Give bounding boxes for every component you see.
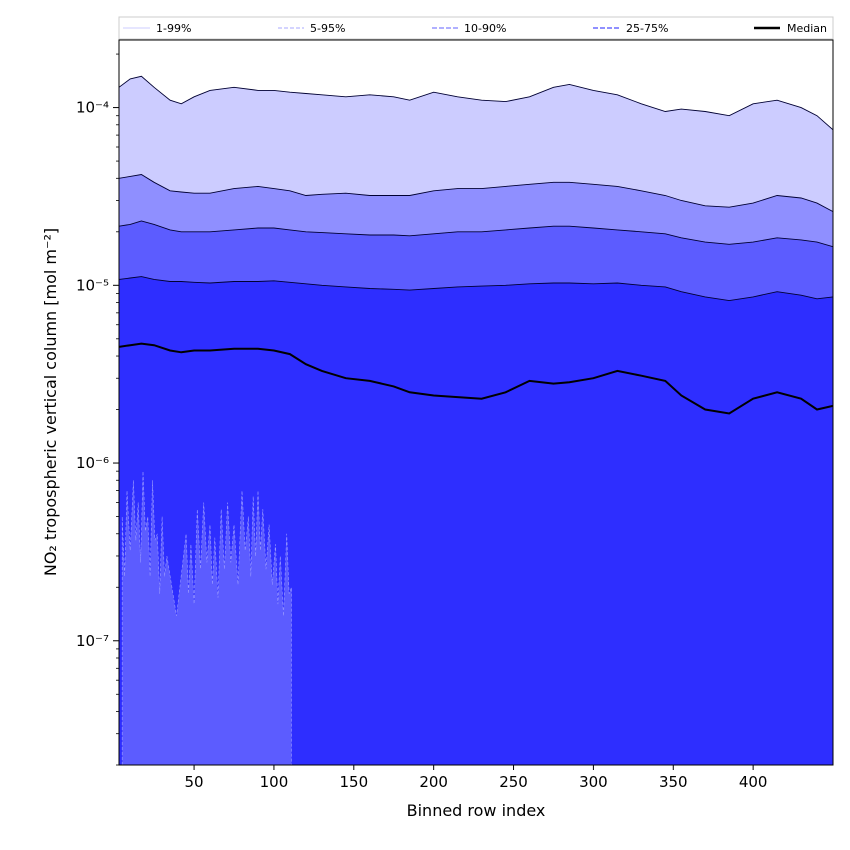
legend-label-25-75: 25-75%	[626, 22, 668, 35]
band-5-95-line	[119, 174, 833, 212]
legend-box	[118, 16, 834, 40]
y-tick-label: 10⁻⁴	[76, 99, 109, 117]
lower-spikes-area	[121, 471, 292, 765]
x-tick-label: 400	[739, 773, 768, 791]
y-tick-label: 10⁻⁵	[76, 276, 109, 294]
y-tick-label: 10⁻⁷	[76, 632, 109, 650]
x-tick-label: 100	[260, 773, 289, 791]
x-tick-label: 250	[499, 773, 528, 791]
legend: 1-99% 5-95% 10-90% 25-75% Median	[118, 16, 834, 40]
lower-percentile-spikes	[121, 471, 292, 765]
legend-label-1-99: 1-99%	[156, 22, 191, 35]
x-tick-label: 300	[579, 773, 608, 791]
percentile-bands	[119, 40, 833, 765]
median-layer	[119, 342, 833, 415]
band-25-75-line	[119, 276, 833, 302]
x-axis: 50 100 150 200 250 300 350 400	[185, 765, 768, 791]
legend-label-median: Median	[787, 22, 827, 35]
x-tick-label: 150	[339, 773, 368, 791]
band-25-75-fill	[119, 276, 833, 765]
y-axis: 10⁻⁷ 10⁻⁶ 10⁻⁵ 10⁻⁴	[76, 53, 119, 766]
band-1-99-line	[119, 75, 833, 131]
percentile-lines	[119, 75, 833, 302]
x-tick-label: 200	[419, 773, 448, 791]
x-tick-label: 50	[185, 773, 204, 791]
x-tick-label: 350	[659, 773, 688, 791]
legend-label-10-90: 10-90%	[464, 22, 506, 35]
x-axis-label: Binned row index	[407, 801, 546, 820]
legend-label-5-95: 5-95%	[310, 22, 345, 35]
band-10-90-line	[119, 220, 833, 248]
plot-frame	[118, 39, 834, 766]
median-line	[119, 342, 833, 415]
y-tick-label: 10⁻⁶	[76, 454, 109, 472]
y-axis-label: NO₂ tropospheric vertical column [mol m⁻…	[41, 228, 60, 576]
